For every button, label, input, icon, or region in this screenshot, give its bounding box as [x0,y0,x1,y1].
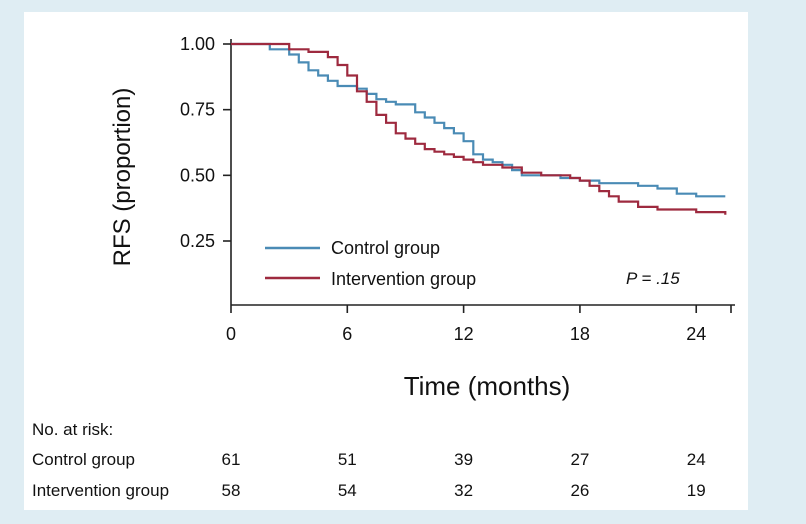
x-ticks: 0 6 12 18 24 [226,305,732,344]
x-tick-label: 24 [686,324,706,344]
p-value-annotation: P = .15 [626,269,680,288]
figure-card: 1.00 0.75 0.50 0.25 0 6 12 18 24 RFS (proportio… [24,12,748,510]
x-tick-label: 12 [454,324,474,344]
y-tick-label: 0.75 [180,100,215,120]
legend-label-intervention: Intervention group [331,269,476,289]
risk-row-label-intervention: Intervention group [32,481,169,500]
y-axis-label: RFS (proportion) [109,88,136,267]
series-group [231,42,727,215]
risk-table-title: No. at risk: [32,420,113,439]
risk-value: 39 [454,450,473,469]
y-tick-label: 0.50 [180,165,215,185]
series-control-line [231,42,726,198]
risk-value: 61 [222,450,241,469]
x-tick-label: 18 [570,324,590,344]
x-tick-label: 6 [342,324,352,344]
series-intervention-line [231,42,727,215]
x-axis-label: Time (months) [404,371,571,401]
risk-value: 32 [454,481,473,500]
risk-value: 27 [570,450,589,469]
risk-values: 61 51 39 27 24 58 54 32 26 19 [222,450,706,500]
risk-row-label-control: Control group [32,450,135,469]
y-tick-label: 0.25 [180,231,215,251]
x-tick-label: 0 [226,324,236,344]
risk-value: 19 [687,481,706,500]
y-tick-label: 1.00 [180,34,215,54]
risk-value: 54 [338,481,357,500]
legend: Control group Intervention group [265,238,476,289]
km-chart: 1.00 0.75 0.50 0.25 0 6 12 18 24 RFS (proportio… [32,34,735,500]
legend-label-control: Control group [331,238,440,258]
risk-value: 51 [338,450,357,469]
y-ticks: 1.00 0.75 0.50 0.25 [180,34,231,251]
risk-value: 58 [222,481,241,500]
risk-value: 24 [687,450,706,469]
risk-table: No. at risk: Control group Intervention … [32,420,706,500]
risk-value: 26 [570,481,589,500]
